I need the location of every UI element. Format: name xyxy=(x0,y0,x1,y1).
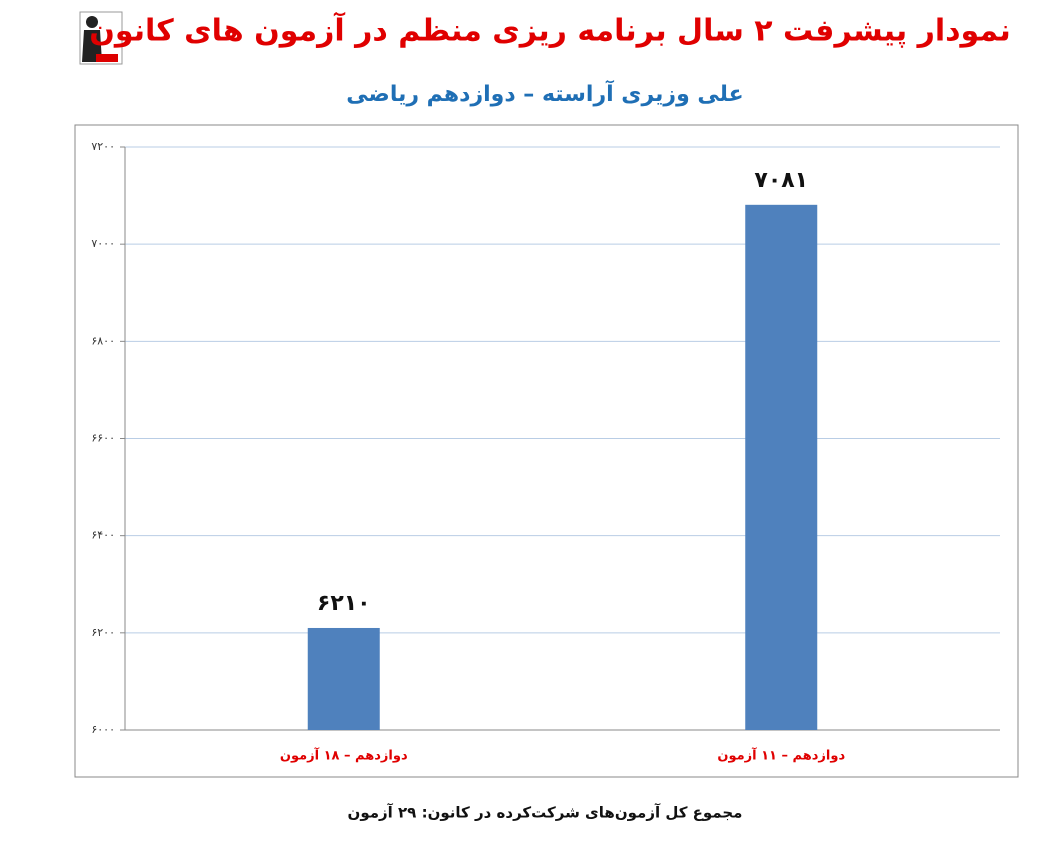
footer-note: مجموع کل آزمون‌های شرکت‌کرده در کانون: ۲… xyxy=(348,804,743,822)
value-label: ۶۲۱۰ xyxy=(317,591,371,616)
y-tick-label: ۶۴۰۰ xyxy=(91,529,115,542)
y-tick-label: ۶۸۰۰ xyxy=(91,334,115,347)
chart-title: نمودار پیشرفت ۲ سال برنامه ریزی منظم در … xyxy=(89,12,1010,49)
y-tick-label: ۶۰۰۰ xyxy=(91,723,115,736)
value-label: ۷۰۸۱ xyxy=(754,168,808,193)
chart-frame xyxy=(74,124,1019,778)
bar xyxy=(745,204,818,731)
logo xyxy=(79,11,123,65)
bar xyxy=(307,627,380,730)
x-tick-label: دوازدهم – ۱۱ آزمون xyxy=(717,747,845,764)
y-tick-label: ۶۲۰۰ xyxy=(91,626,115,639)
chart-subtitle: علی وزیری آراسته – دوازدهم ریاضی xyxy=(346,79,743,107)
y-tick-label: ۶۶۰۰ xyxy=(91,432,115,445)
y-tick-label: ۷۲۰۰ xyxy=(91,140,115,153)
x-tick-label: دوازدهم – ۱۸ آزمون xyxy=(280,747,408,764)
y-tick-label: ۷۰۰۰ xyxy=(91,237,115,250)
